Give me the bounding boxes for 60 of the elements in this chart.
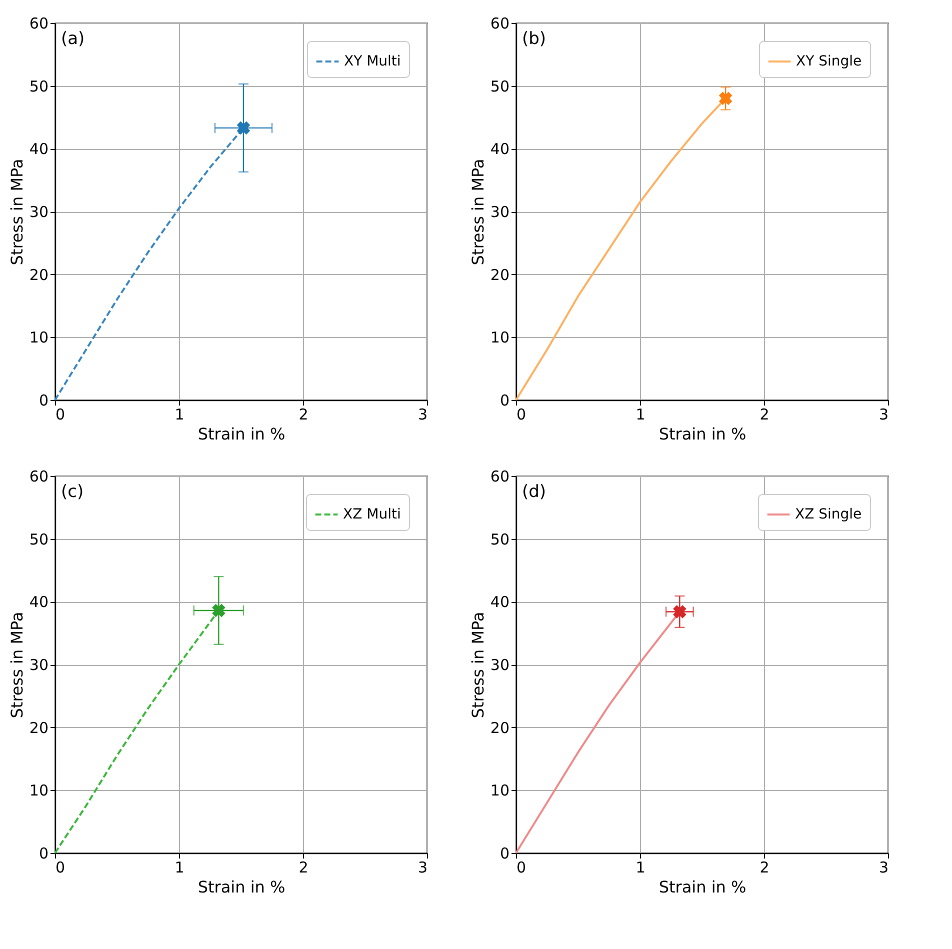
x-tick-label: 1	[636, 858, 646, 876]
y-tick-label: 50	[29, 77, 48, 96]
x-axis-title: Strain in %	[198, 424, 286, 444]
legend-label: XY Single	[796, 54, 862, 70]
x-tick-label: 2	[760, 858, 770, 876]
y-tick-label: 50	[490, 530, 510, 548]
x-axis-title: Strain in %	[198, 878, 286, 896]
legend-label: XZ Single	[795, 506, 862, 522]
y-tick-label: 20	[490, 718, 510, 737]
y-tick-label: 30	[490, 203, 510, 221]
y-tick-label: 0	[38, 844, 48, 862]
x-tick-label: 0	[516, 858, 526, 876]
y-tick-label: 60	[490, 468, 510, 486]
annotation: (d)	[522, 482, 546, 502]
y-tick-label: 40	[490, 140, 510, 158]
y-tick-label: 40	[490, 593, 510, 612]
x-tick-label: 0	[56, 406, 66, 424]
x-tick-label: 2	[298, 858, 308, 876]
x-tick-label: 3	[418, 406, 428, 424]
y-tick-label: 40	[29, 593, 48, 612]
x-axis-title: Strain in %	[658, 424, 746, 444]
y-axis-title: Stress in MPa	[468, 158, 488, 266]
x-tick-label: 0	[56, 858, 66, 876]
y-tick-label: 60	[29, 468, 48, 486]
y-tick-label: 30	[29, 656, 48, 674]
y-axis-title: Stress in MPa	[7, 158, 26, 266]
y-tick-label: 0	[500, 844, 510, 862]
y-tick-label: 0	[38, 392, 48, 410]
y-tick-label: 0	[500, 392, 510, 410]
legend-label: XY Multi	[344, 54, 401, 70]
y-tick-label: 20	[29, 266, 48, 284]
x-tick-label: 3	[878, 858, 888, 876]
x-tick-label: 2	[760, 406, 770, 424]
x-tick-label: 1	[174, 406, 184, 424]
y-tick-label: 10	[29, 782, 48, 800]
x-tick-label: 3	[418, 858, 428, 876]
y-tick-label: 60	[29, 14, 48, 32]
y-tick-label: 50	[490, 77, 510, 96]
x-tick-label: 0	[516, 406, 526, 424]
annotation: (c)	[61, 482, 84, 502]
y-axis-title: Stress in MPa	[7, 612, 26, 718]
y-tick-label: 50	[29, 530, 48, 548]
legend-label: XZ Multi	[343, 506, 401, 522]
y-tick-label: 10	[29, 328, 48, 347]
y-tick-label: 20	[490, 266, 510, 284]
y-tick-label: 60	[490, 14, 510, 32]
x-tick-label: 2	[298, 406, 308, 424]
y-tick-label: 40	[29, 140, 48, 158]
x-tick-label: 3	[878, 406, 888, 424]
y-axis-title: Stress in MPa	[468, 612, 488, 718]
y-tick-label: 30	[29, 203, 48, 221]
annotation: (a)	[61, 29, 85, 49]
y-tick-label: 10	[490, 328, 510, 347]
x-tick-label: 1	[636, 406, 646, 424]
y-tick-label: 30	[490, 656, 510, 674]
annotation: (b)	[522, 29, 546, 49]
x-tick-label: 1	[174, 858, 184, 876]
y-tick-label: 20	[29, 718, 48, 737]
x-axis-title: Strain in %	[658, 878, 746, 896]
y-tick-label: 10	[490, 782, 510, 800]
